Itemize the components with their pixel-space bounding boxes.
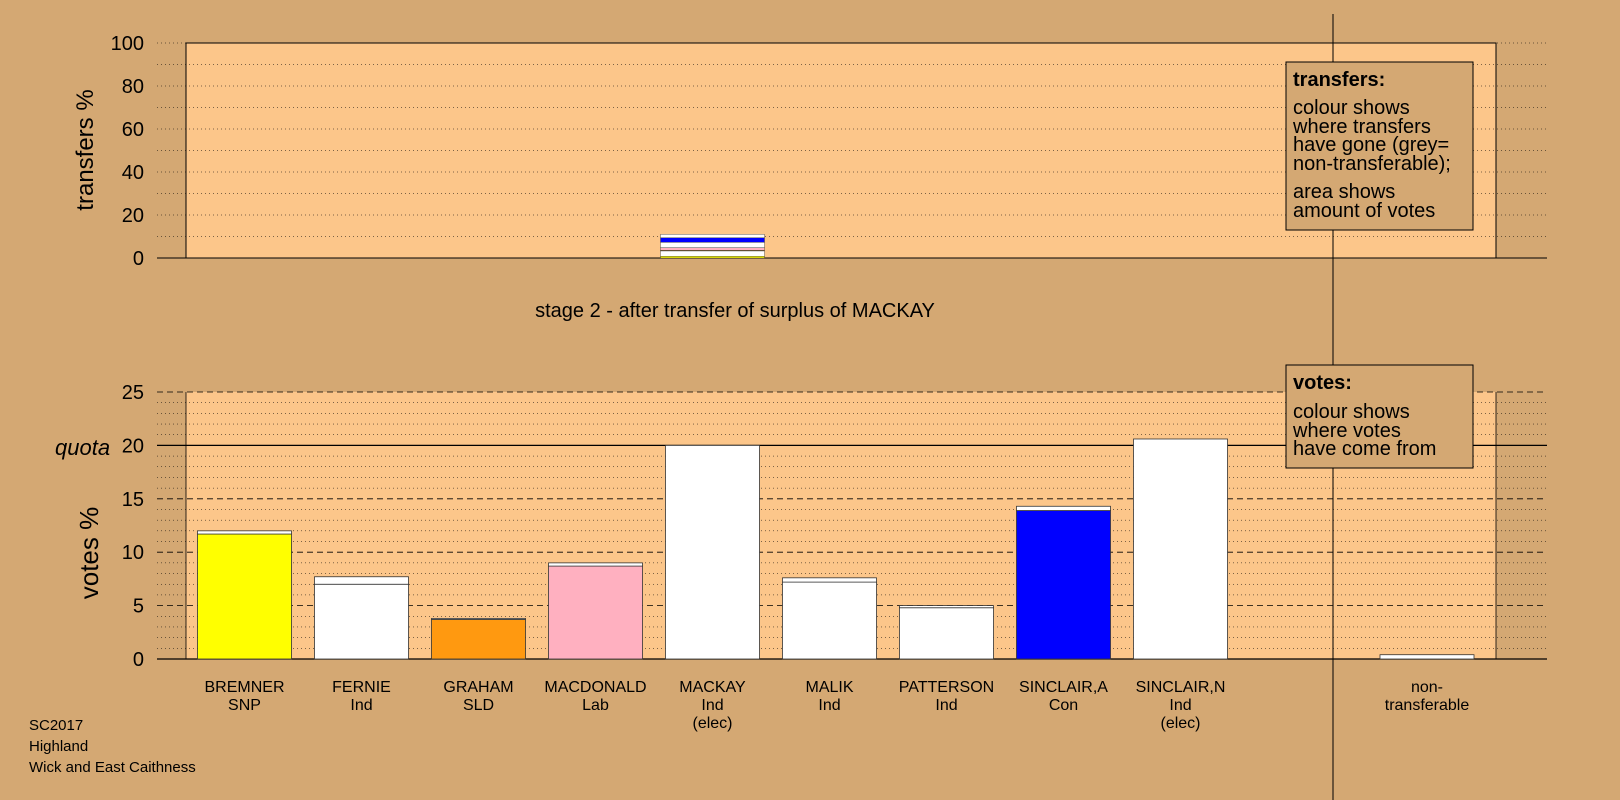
transfers-tick-label: 100 xyxy=(111,33,144,55)
votes-tick-label: 15 xyxy=(122,489,144,511)
transfers-legend-line: colour shows xyxy=(1293,97,1410,119)
candidate-bar xyxy=(314,583,409,660)
votes-y-label: votes % xyxy=(74,507,104,600)
non-transferable-label: non- xyxy=(1411,679,1443,696)
transfers-panel: 0 20 40 60 80 100 transfers % xyxy=(72,33,1547,270)
candidate-label: Lab xyxy=(582,697,609,714)
candidate-label: Ind xyxy=(818,697,840,714)
candidate-label: SNP xyxy=(228,697,261,714)
candidate-label: Con xyxy=(1049,697,1078,714)
votes-legend-line: have come from xyxy=(1293,438,1436,460)
candidate-label: Ind xyxy=(701,697,723,714)
transfers-tick-label: 60 xyxy=(122,119,144,141)
candidate-label: SINCLAIR,N xyxy=(1136,679,1226,696)
votes-legend-box xyxy=(1285,364,1474,469)
transfers-legend-line: where transfers xyxy=(1292,116,1431,138)
transfer-segment xyxy=(660,237,765,243)
transfers-tick-label: 0 xyxy=(133,248,144,270)
transfers-tick-label: 40 xyxy=(122,162,144,184)
transfers-tick-labels: 0 20 40 60 80 100 xyxy=(111,33,144,270)
candidate-bar xyxy=(197,533,292,660)
votes-tick-label: 0 xyxy=(133,649,144,671)
candidate-label: MACDONALD xyxy=(544,679,646,696)
transfers-legend-line: amount of votes xyxy=(1293,200,1435,222)
footer-election: SC2017 xyxy=(29,717,83,734)
transfers-bars xyxy=(660,234,765,259)
quota-label: quota xyxy=(55,435,110,460)
transfers-legend-line: have gone (grey= xyxy=(1293,134,1449,156)
candidate-bar xyxy=(548,565,643,660)
transfers-legend-line: non-transferable); xyxy=(1293,153,1451,175)
non-transferable-label: transferable xyxy=(1385,697,1470,714)
votes-legend-line: colour shows xyxy=(1293,401,1410,423)
candidate-label: Ind xyxy=(350,697,372,714)
transfers-legend-title: transfers: xyxy=(1293,69,1385,91)
candidate-label: SLD xyxy=(463,697,494,714)
candidate-bar xyxy=(1016,510,1111,660)
votes-tick-label: 5 xyxy=(133,596,144,618)
transfers-tick-label: 20 xyxy=(122,205,144,227)
transfers-legend-box xyxy=(1285,61,1474,231)
votes-legend-line: where votes xyxy=(1292,420,1401,442)
votes-tick-label: 10 xyxy=(122,542,144,564)
candidate-bar xyxy=(1133,438,1228,660)
candidate-label: FERNIE xyxy=(332,679,391,696)
stage-title: stage 2 - after transfer of surplus of M… xyxy=(535,300,935,322)
votes-bars xyxy=(197,438,1475,660)
candidate-label: BREMNER xyxy=(204,679,284,696)
candidate-label: GRAHAM xyxy=(443,679,513,696)
votes-tick-label: 25 xyxy=(122,382,144,404)
transfer-segment xyxy=(660,234,765,238)
candidate-transfer-segment xyxy=(899,605,994,609)
transfers-legend: transfers: colour shows where transfers … xyxy=(1285,61,1474,231)
candidate-bar xyxy=(431,619,526,660)
transfers-legend-line: area shows xyxy=(1293,181,1395,203)
candidate-transfer-segment xyxy=(431,618,526,620)
votes-legend: votes: colour shows where votes have com… xyxy=(1285,364,1474,469)
candidate-bar xyxy=(782,581,877,660)
candidate-label: (elec) xyxy=(692,715,732,732)
votes-tick-labels: 0 5 10 15 20 25 xyxy=(122,382,144,671)
transfers-tick-label: 80 xyxy=(122,76,144,98)
candidate-label: PATTERSON xyxy=(899,679,994,696)
candidate-transfer-segment xyxy=(197,530,292,535)
candidate-transfer-segment xyxy=(314,576,409,585)
candidate-label: MALIK xyxy=(805,679,853,696)
candidate-label: Ind xyxy=(1169,697,1191,714)
candidate-transfer-segment xyxy=(548,562,643,567)
non-transferable-bar xyxy=(1379,654,1475,660)
candidate-bar xyxy=(899,607,994,660)
candidate-bar xyxy=(665,444,760,660)
candidate-labels: BREMNERSNPFERNIEIndGRAHAMSLDMACDONALDLab… xyxy=(204,679,1469,732)
footer-ward: Wick and East Caithness xyxy=(29,759,196,776)
candidate-label: SINCLAIR,A xyxy=(1019,679,1108,696)
transfer-segment xyxy=(660,242,765,248)
votes-tick-label: 20 xyxy=(122,435,144,457)
transfers-gridlines xyxy=(157,42,1547,259)
votes-legend-title: votes: xyxy=(1293,372,1352,394)
candidate-label: Ind xyxy=(935,697,957,714)
candidate-label: (elec) xyxy=(1160,715,1200,732)
footer-council: Highland xyxy=(29,738,88,755)
transfer-segment xyxy=(660,256,765,259)
transfer-segment xyxy=(660,247,765,251)
candidate-transfer-segment xyxy=(782,577,877,583)
transfer-segment xyxy=(660,250,765,257)
candidate-transfer-segment xyxy=(1016,505,1111,511)
transfers-y-label: transfers % xyxy=(72,89,99,210)
candidate-label: MACKAY xyxy=(679,679,746,696)
